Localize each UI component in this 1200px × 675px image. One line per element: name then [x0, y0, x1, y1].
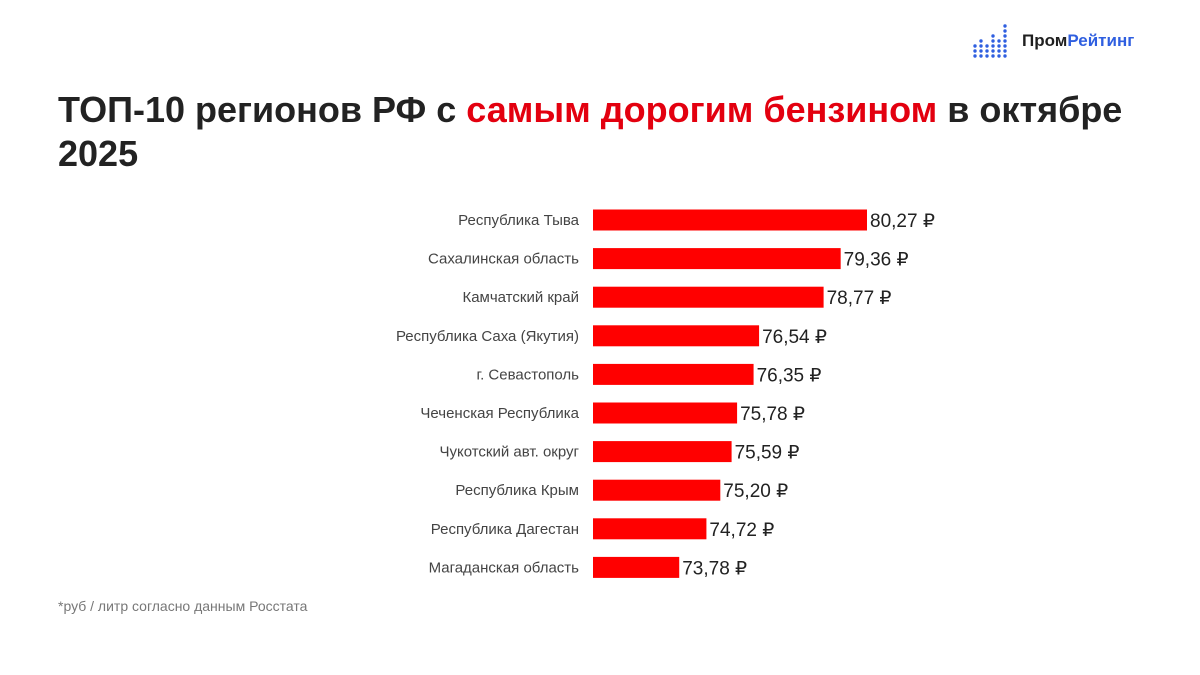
value-label: 75,20 ₽ — [723, 481, 788, 502]
category-label: Республика Саха (Якутия) — [396, 328, 579, 345]
value-label: 76,35 ₽ — [757, 365, 822, 386]
title-highlight: самым дорогим бензином — [466, 89, 938, 130]
bar — [593, 209, 867, 231]
brand-name: ПромРейтинг — [1022, 31, 1134, 51]
category-label: Магаданская область — [429, 559, 580, 576]
bar — [593, 556, 680, 578]
category-label: Камчатский край — [462, 289, 579, 306]
category-label: г. Севастополь — [476, 366, 579, 383]
value-label: 79,36 ₽ — [844, 250, 909, 271]
page-title: ТОП-10 регионов РФ с самым дорогим бензи… — [58, 88, 1148, 176]
bar — [593, 363, 754, 385]
bar-chart-logo-icon — [973, 24, 1007, 58]
value-label: 76,54 ₽ — [762, 327, 827, 348]
brand-name-prefix: Пром — [1022, 31, 1068, 50]
bar — [593, 518, 707, 540]
category-label: Чеченская Республика — [420, 405, 579, 422]
bar — [593, 248, 841, 270]
value-label: 78,77 ₽ — [827, 288, 892, 309]
category-label: Республика Тыва — [458, 212, 580, 229]
bar — [593, 479, 721, 501]
value-label: 75,78 ₽ — [740, 404, 805, 425]
bar — [593, 325, 760, 347]
value-label: 75,59 ₽ — [735, 443, 800, 464]
value-label: 80,27 ₽ — [870, 211, 935, 232]
title-part-1: ТОП-10 регионов РФ с — [58, 89, 467, 130]
category-label: Республика Крым — [455, 482, 579, 499]
bar — [593, 286, 824, 308]
title-part-2: в октябре 2025 — [58, 89, 1123, 174]
value-label: 74,72 ₽ — [709, 520, 774, 541]
brand-logo: ПромРейтинг — [972, 24, 1134, 58]
bar — [593, 441, 732, 463]
brand-name-accent: Рейтинг — [1067, 31, 1135, 50]
bar — [593, 402, 738, 424]
value-label: 73,78 ₽ — [682, 558, 747, 579]
category-label: Сахалинская область — [428, 251, 579, 268]
bar-chart: Республика Тыва 80,27 ₽ Сахалинская област… — [396, 209, 935, 579]
category-label: Республика Дагестан — [431, 521, 579, 538]
footnote: *руб / литр согласно данным Росстата — [58, 598, 308, 614]
category-label: Чукотский авт. округ — [439, 444, 579, 461]
